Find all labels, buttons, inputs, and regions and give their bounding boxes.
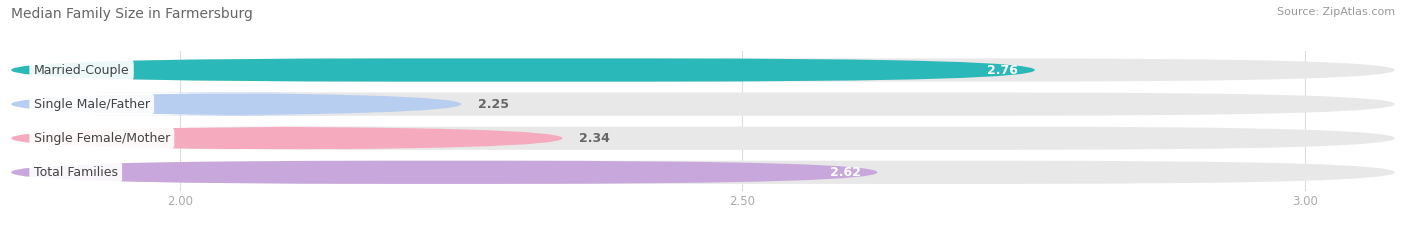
Text: 2.34: 2.34	[579, 132, 610, 145]
FancyBboxPatch shape	[11, 93, 461, 116]
Text: 2.62: 2.62	[830, 166, 860, 179]
FancyBboxPatch shape	[11, 58, 1395, 82]
FancyBboxPatch shape	[11, 127, 1395, 150]
Text: Source: ZipAtlas.com: Source: ZipAtlas.com	[1277, 7, 1395, 17]
FancyBboxPatch shape	[11, 93, 1395, 116]
Text: Median Family Size in Farmersburg: Median Family Size in Farmersburg	[11, 7, 253, 21]
Text: Married-Couple: Married-Couple	[34, 64, 129, 76]
Text: Single Female/Mother: Single Female/Mother	[34, 132, 170, 145]
FancyBboxPatch shape	[11, 127, 562, 150]
Text: Single Male/Father: Single Male/Father	[34, 98, 150, 111]
Text: 2.76: 2.76	[987, 64, 1018, 76]
Text: 2.25: 2.25	[478, 98, 509, 111]
Text: Total Families: Total Families	[34, 166, 118, 179]
FancyBboxPatch shape	[11, 161, 877, 184]
FancyBboxPatch shape	[11, 161, 1395, 184]
FancyBboxPatch shape	[11, 58, 1035, 82]
